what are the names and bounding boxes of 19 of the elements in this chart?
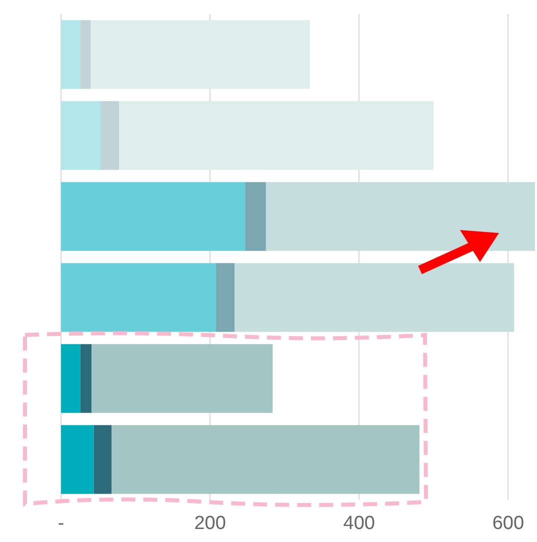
bar: [245, 182, 266, 251]
x-tick-label: 400: [343, 513, 375, 534]
bar: [94, 425, 112, 494]
bar: [216, 263, 235, 332]
bar: [61, 263, 216, 332]
bar: [61, 425, 94, 494]
bar: [80, 344, 92, 413]
bar: [112, 425, 420, 494]
bar: [61, 101, 100, 170]
bar: [266, 182, 535, 251]
x-tick-label: 200: [194, 513, 226, 534]
bar: [61, 182, 246, 251]
bar: [61, 344, 80, 413]
x-tick-label: -: [58, 513, 64, 534]
bar: [80, 20, 91, 89]
x-tick-label: 600: [492, 513, 524, 534]
bar: [61, 20, 80, 89]
bar: [100, 101, 120, 170]
bar: [92, 344, 273, 413]
